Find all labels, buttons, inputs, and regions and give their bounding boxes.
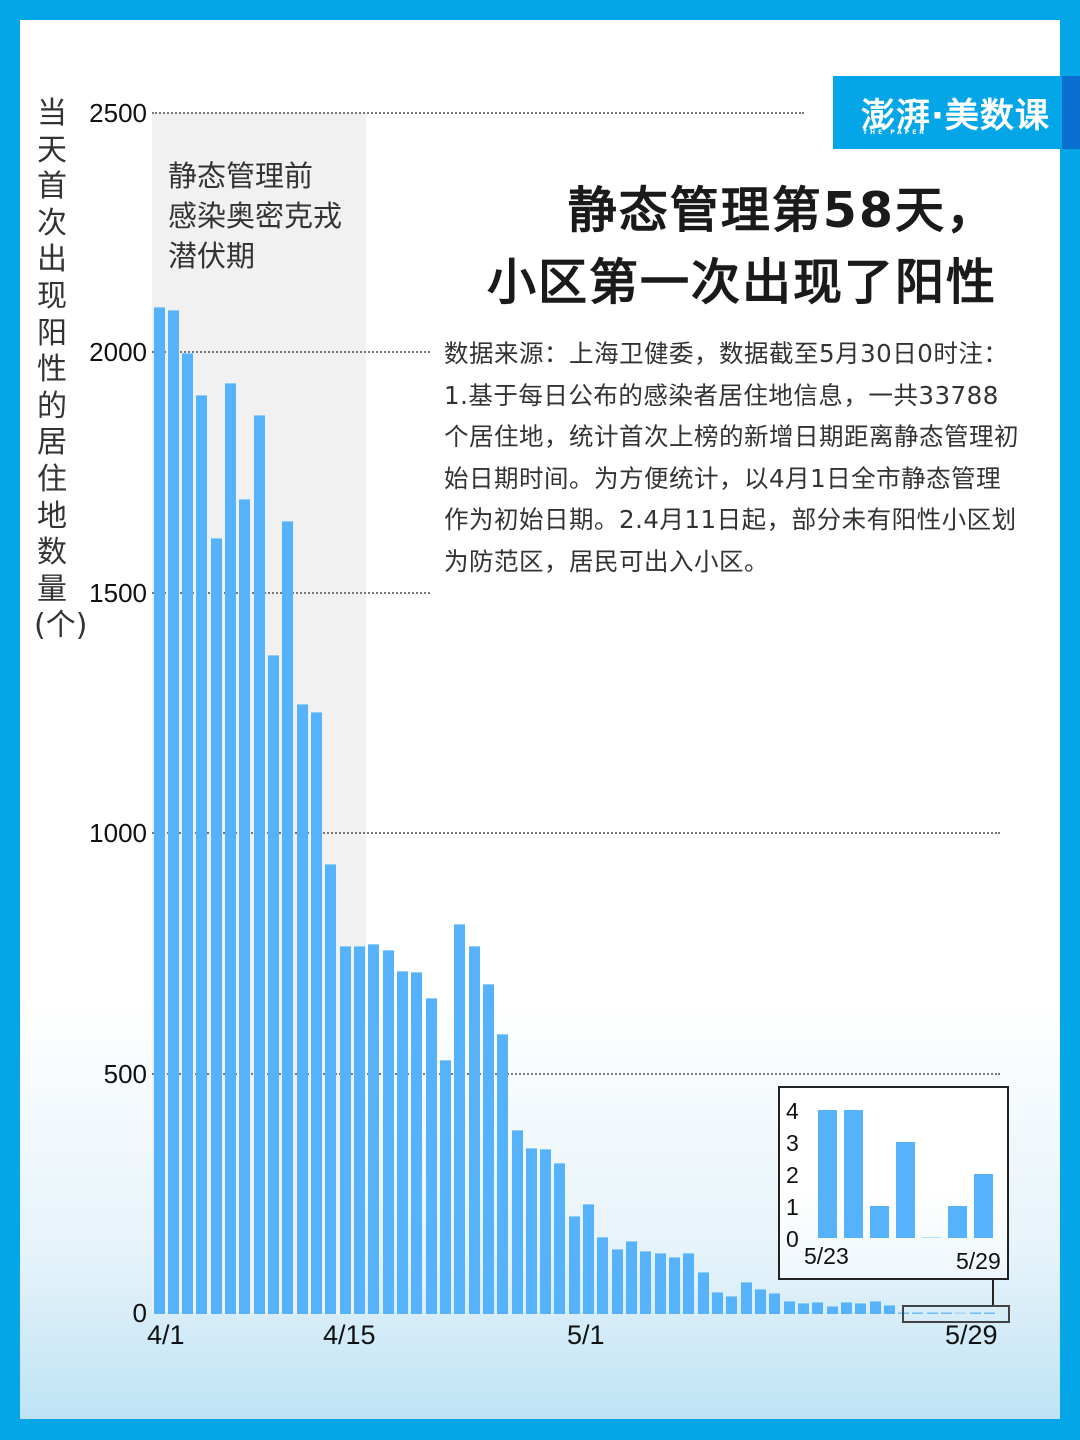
bar-4-6 (225, 382, 237, 1314)
bar-4-18 (396, 970, 408, 1314)
xtick-5-1: 5/1 (567, 1320, 605, 1350)
bar-5-9 (697, 1272, 709, 1314)
shaded-period-label: 静态管理前 感染奥密克戎 潜伏期 (168, 159, 343, 273)
chart-title: 静态管理第58天， 小区第一次出现了阳性 (487, 175, 997, 319)
inset-bar-5-23 (818, 1110, 837, 1238)
ytick-2000: 2000 (89, 337, 147, 367)
inset-ytick-3: 3 (786, 1130, 799, 1156)
ytick-1500: 1500 (89, 578, 147, 608)
inset-connector-line (992, 1278, 994, 1305)
y-axis-label: 当天首次出现阳性的居住地数量(个) (34, 96, 88, 644)
bar-4-2 (167, 310, 179, 1314)
bar-4-7 (239, 499, 251, 1314)
bar-4-9 (268, 654, 280, 1314)
bar-4-14 (339, 946, 351, 1314)
inset-ytick-1: 1 (786, 1194, 799, 1220)
bar-5-21 (869, 1300, 881, 1314)
ytick-1000: 1000 (89, 818, 147, 848)
bar-4-27 (525, 1147, 537, 1314)
bar-5-12 (740, 1282, 752, 1314)
bar-5-2 (597, 1236, 609, 1314)
bar-4-29 (554, 1162, 566, 1314)
ytick-2500: 2500 (89, 98, 147, 128)
source-note: 数据来源：上海卫健委，数据截至5月30日0时注：1.基于每日公布的感染者居住地信… (444, 339, 1019, 576)
xtick-4-1: 4/1 (147, 1320, 185, 1350)
bar-4-8 (253, 415, 265, 1314)
bar-4-4 (196, 394, 208, 1314)
bar-5-22 (883, 1304, 895, 1314)
bar-4-1 (153, 307, 165, 1314)
inset-ytick-4: 4 (786, 1098, 799, 1124)
title-line-1: 静态管理第58天， (567, 182, 997, 239)
inset-bar-5-27 (922, 1237, 941, 1238)
inset-bar-5-25 (870, 1206, 889, 1238)
bar-4-11 (296, 703, 308, 1314)
bar-5-20 (855, 1302, 867, 1314)
bar-5-11 (726, 1296, 738, 1314)
brand-logo: 澎湃·美数课 THE PAPER (833, 76, 1062, 149)
bar-4-17 (382, 949, 394, 1314)
bar-5-15 (783, 1300, 795, 1314)
bar-5-10 (711, 1291, 723, 1314)
bar-5-13 (754, 1289, 766, 1314)
inset-bar-5-26 (896, 1142, 915, 1238)
bar-4-24 (482, 984, 494, 1314)
bar-4-10 (282, 521, 294, 1314)
inset-bar-5-28 (948, 1206, 967, 1238)
bar-4-12 (311, 711, 323, 1314)
bar-5-26 (941, 1311, 953, 1314)
bar-5-8 (683, 1252, 695, 1314)
bar-5-17 (812, 1301, 824, 1314)
inset-bar-5-24 (844, 1110, 863, 1238)
bar-4-26 (511, 1130, 523, 1314)
bar-4-28 (540, 1148, 552, 1314)
inset-ytick-0: 0 (786, 1226, 799, 1252)
gridline-2500 (152, 112, 804, 114)
bar-5-18 (826, 1305, 838, 1314)
bar-4-19 (411, 971, 423, 1314)
logo-text: 澎湃·美数课 (861, 96, 1050, 136)
ytick-500: 500 (103, 1059, 147, 1089)
bar-5-4 (626, 1241, 638, 1314)
logo-subtext: THE PAPER (863, 129, 927, 136)
bar-5-7 (669, 1257, 681, 1314)
bar-5-16 (797, 1302, 809, 1314)
bar-4-22 (454, 923, 466, 1314)
bar-5-25 (926, 1311, 938, 1314)
inset-xtick-5-29: 5/29 (956, 1248, 1001, 1274)
gridline-500 (152, 1073, 1000, 1075)
bar-5-5 (640, 1251, 652, 1314)
title-line-2: 小区第一次出现了阳性 (486, 254, 997, 311)
inset-chart: 4 3 2 1 0 5/23 5/29 (778, 1086, 1009, 1280)
bar-5-6 (654, 1253, 666, 1314)
inset-xtick-5-23: 5/23 (804, 1243, 849, 1269)
bar-4-3 (182, 353, 194, 1314)
inset-zoom-highlight (902, 1305, 1010, 1323)
bar-4-5 (210, 538, 222, 1314)
xtick-4-15: 4/15 (323, 1320, 376, 1350)
bar-5-28 (969, 1311, 981, 1314)
bar-4-20 (425, 997, 437, 1314)
bar-4-16 (368, 943, 380, 1314)
bar-4-15 (353, 946, 365, 1314)
logo-accent-stripe (1062, 76, 1080, 149)
bar-5-1 (583, 1204, 595, 1314)
inset-bar-5-29 (974, 1174, 993, 1238)
bar-5-14 (769, 1292, 781, 1314)
bar-5-27 (955, 1311, 967, 1314)
inset-ytick-2: 2 (786, 1162, 799, 1188)
gridline-1000 (152, 832, 1000, 834)
ytick-0: 0 (132, 1298, 147, 1328)
bar-4-25 (497, 1033, 509, 1314)
bar-4-30 (568, 1215, 580, 1314)
bar-4-23 (468, 946, 480, 1314)
bar-4-13 (325, 863, 337, 1314)
bar-5-29 (984, 1311, 996, 1314)
bar-4-21 (439, 1059, 451, 1314)
bar-5-24 (912, 1311, 924, 1314)
bar-5-3 (611, 1249, 623, 1314)
gridline-2000 (152, 351, 430, 353)
xtick-5-29: 5/29 (945, 1320, 998, 1350)
bar-5-19 (840, 1301, 852, 1314)
